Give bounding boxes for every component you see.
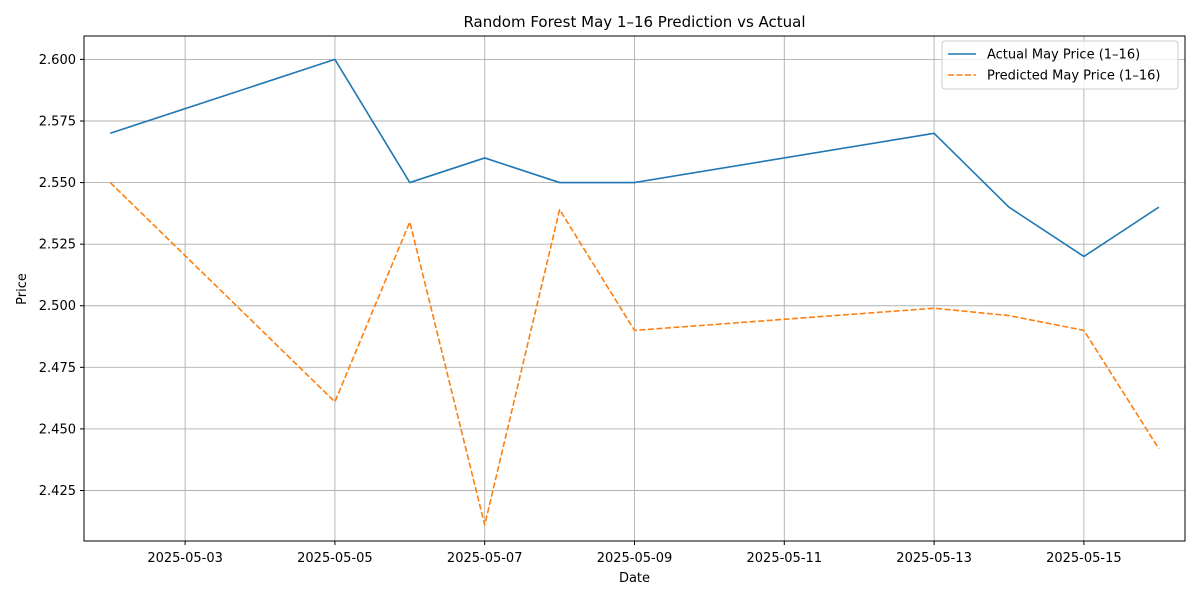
actual-price-line [109,58,1160,258]
x-tick-label: 2025-05-11 [747,551,823,566]
x-tick-label: 2025-05-03 [147,551,223,566]
x-tick-label: 2025-05-05 [297,551,373,566]
x-tick-label: 2025-05-07 [447,551,523,566]
chart-title: Random Forest May 1–16 Prediction vs Act… [463,13,805,31]
y-tick-label: 2.550 [39,176,76,191]
y-tick-label: 2.475 [39,361,76,376]
legend-box [941,40,1179,90]
y-tick-label: 2.450 [39,422,76,437]
x-axis-title: Date [619,571,650,586]
legend-label: Predicted May Price (1–16) [987,69,1160,84]
y-axis: 2.425 2.450 2.475 2.500 2.525 2.550 2.575 2.600 [39,53,84,499]
y-tick-label: 2.500 [39,299,76,314]
legend-label: Actual May Price (1–16) [987,48,1140,63]
legend: Actual May Price (1–16) Predicted May Pri… [941,40,1179,90]
x-axis: 2025-05-03 2025-05-05 2025-05-07 2025-05-09… [147,541,1122,566]
x-tick-label: 2025-05-09 [597,551,673,566]
x-tick-label: 2025-05-13 [896,551,972,566]
y-tick-label: 2.525 [39,238,76,253]
y-tick-label: 2.600 [39,53,76,68]
y-tick-label: 2.575 [39,114,76,129]
predicted-price-line [109,181,1160,526]
y-axis-title: Price [15,273,30,305]
x-tick-label: 2025-05-15 [1046,551,1122,566]
y-tick-label: 2.425 [39,484,76,499]
series-layer [109,58,1160,526]
